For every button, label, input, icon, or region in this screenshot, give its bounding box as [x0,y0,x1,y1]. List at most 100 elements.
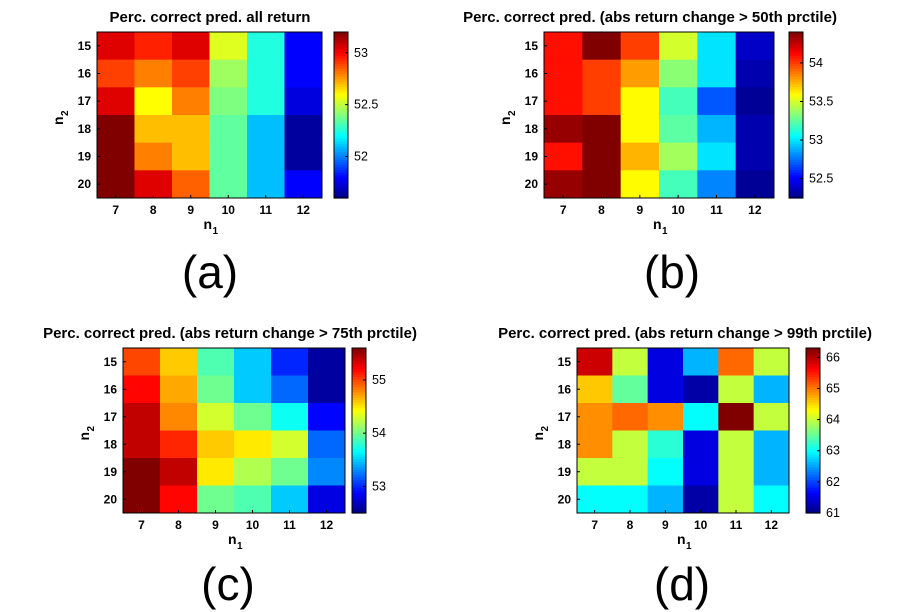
colorbar-segment [352,409,366,414]
x-tick-label: 7 [138,518,145,532]
heatmap-cell [284,32,323,61]
colorbar-segment [806,482,820,486]
colorbar-segment [789,190,803,194]
colorbar-segment [806,430,820,434]
colorbar-segment [334,68,348,72]
colorbar-segment [789,44,803,49]
colorbar-segment [352,438,366,442]
heatmap-cell [284,59,323,88]
heatmap-cell [172,59,210,88]
x-tick-label: 8 [150,203,157,217]
y-tick-label: 18 [558,437,572,451]
colorbar-segment [789,83,803,88]
colorbar-tick-label: 65 [826,381,840,395]
colorbar-segment [806,381,820,385]
plot-frame [122,347,346,514]
chart-title: Perc. correct pred. (abs return change >… [498,325,872,342]
heatmap-cell [582,59,622,88]
x-tick-label: 8 [627,518,634,532]
heatmap-cell [718,485,755,514]
heatmap-cell [544,142,583,171]
colorbar-segment [352,427,366,432]
heatmap-cell [123,458,161,486]
colorbar-segment [789,47,803,51]
colorbar-segment [789,148,803,152]
heatmap-cell [697,142,737,171]
chart-title: Perc. correct pred. (abs return change >… [43,325,417,342]
colorbar-segment [806,355,820,359]
heatmap-cell [683,375,719,404]
y-tick-label: 19 [104,465,118,479]
x-tick-label: 11 [283,518,296,532]
colorbar-segment [806,422,820,426]
colorbar-segment [334,159,348,163]
colorbar-segment [806,427,820,432]
colorbar-segment [352,435,366,439]
heatmap-cell [577,375,613,404]
colorbar-segment [352,474,366,478]
heatmap-cell [197,458,235,486]
colorbar-segment [352,505,366,509]
heatmap-cell [123,348,161,376]
heatmap-cell [209,142,248,171]
colorbar-segment [352,466,366,470]
heatmap-cell [284,87,323,116]
heatmap-cell [160,485,198,514]
colorbar-segment [789,55,803,59]
colorbar-segment [789,81,803,85]
colorbar-segment [334,32,348,36]
colorbar-segment [352,433,366,437]
x-tick-label: 11 [259,203,272,217]
colorbar-segment [806,402,820,406]
y-tick-label: 20 [558,492,572,506]
x-tick-label: 12 [297,203,311,217]
colorbar-segment [352,396,366,401]
heatmap-cell [659,87,698,116]
colorbar-segment [334,91,348,95]
heatmap-cell [659,32,698,61]
colorbar-segment [334,190,348,194]
y-tick-label: 16 [525,67,539,81]
colorbar-segment [334,104,348,108]
heatmap-cell [97,115,135,144]
y-tick-label: 15 [78,39,92,53]
colorbar-segment [806,425,820,429]
colorbar-segment [789,65,803,69]
colorbar-tick-label: 63 [826,444,840,458]
colorbar-segment [806,376,820,380]
heatmap-cell [612,458,649,486]
colorbar-segment [806,445,820,450]
heatmap-cell [97,170,135,199]
colorbar-segment [352,394,366,398]
colorbar-segment [806,353,820,357]
colorbar-segment [789,32,803,36]
colorbar-segment [352,445,366,450]
colorbar-segment [806,497,820,501]
heatmap-cell [284,170,323,199]
colorbar-segment [789,86,803,90]
heatmap-cell [123,430,161,459]
colorbar-segment [789,156,803,160]
colorbar-tick-label: 62 [826,475,840,489]
heatmap-cell [209,32,248,61]
chart-title: Perc. correct pred. (abs return change >… [463,9,837,26]
heatmap-cell [308,485,346,514]
heatmap-cell [271,430,309,459]
colorbar-segment [334,161,348,165]
heatmap-cell [247,59,285,88]
chart-title: Perc. correct pred. all return [110,9,311,26]
colorbar-segment [352,489,366,493]
colorbar-segment [789,159,803,163]
colorbar-segment [352,471,366,475]
x-tick-label: 10 [671,203,685,217]
heatmap-cell [659,142,698,171]
colorbar-segment [789,174,803,178]
heatmap-cell [247,87,285,116]
heatmap-cell [284,115,323,144]
heatmap-cell [577,458,613,486]
colorbar-frame [805,347,821,514]
colorbar-segment [806,507,820,512]
colorbar-segment [334,185,348,189]
heatmap-cell [247,115,285,144]
colorbar-tick-label: 66 [826,350,840,364]
